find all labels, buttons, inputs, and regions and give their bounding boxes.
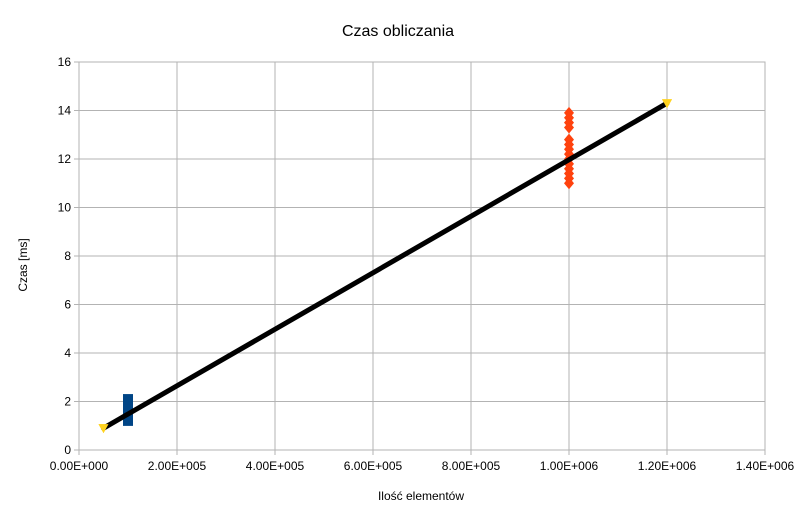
endpoint-markers: [98, 99, 672, 434]
y-tick-label: 16: [58, 55, 72, 69]
square-marker: [123, 394, 133, 405]
y-tick-label: 4: [64, 346, 71, 360]
x-tick-label: 6.00E+005: [344, 459, 403, 473]
x-tick-label: 8.00E+005: [442, 459, 501, 473]
y-tick-label: 6: [64, 298, 71, 312]
x-tick-label: 1.00E+006: [540, 459, 599, 473]
y-tick-label: 10: [58, 201, 72, 215]
x-tick-label: 1.40E+006: [736, 459, 795, 473]
triangle-marker: [662, 99, 672, 109]
x-axis-title: Ilość elementów: [378, 489, 464, 503]
y-tick-label: 8: [64, 249, 71, 263]
diamond-marker: [564, 106, 574, 119]
x-tick-label: 1.20E+006: [638, 459, 697, 473]
x-tick-label: 4.00E+005: [246, 459, 305, 473]
triangle-marker: [98, 424, 109, 434]
y-tick-label: 12: [58, 152, 72, 166]
plot-frame: [78, 61, 766, 451]
y-axis-title: Czas [ms]: [16, 238, 30, 291]
chart-title: Czas obliczania: [342, 23, 454, 40]
x-tick-label: 2.00E+005: [148, 459, 207, 473]
grid-lines: [78, 61, 766, 451]
y-tick-label: 0: [64, 443, 71, 457]
diamond-marker: [564, 133, 574, 146]
trendline: [101, 100, 670, 431]
trendline-layer: [101, 100, 670, 431]
x-tick-label: 0.00E+000: [50, 459, 109, 473]
axes: [74, 61, 766, 455]
y-tick-label: 14: [58, 104, 72, 118]
x-tick-labels: 0.00E+000 2.00E+005 4.00E+005 6.00E+005 8.00…: [50, 459, 795, 473]
y-tick-label: 2: [64, 395, 71, 409]
y-tick-labels: 0 2 4 6 8 10 12 14 16: [58, 55, 72, 457]
